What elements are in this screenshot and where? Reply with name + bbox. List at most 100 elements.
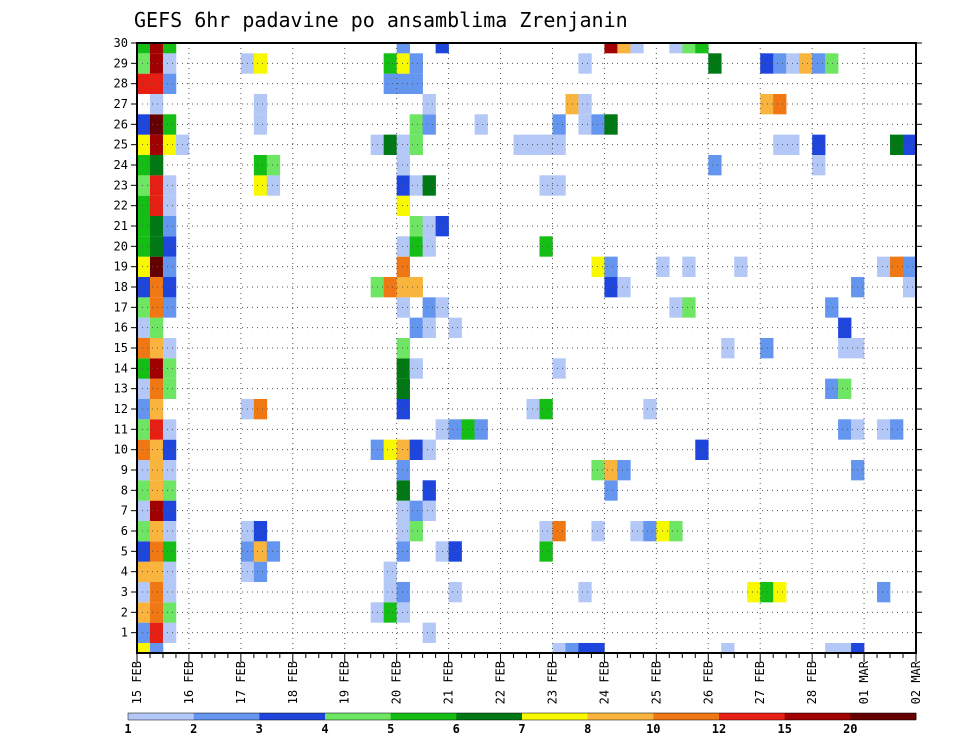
colorbar: 1 2 3 4 5 6 7 8 10 12 15 20 xyxy=(124,712,917,736)
heatmap-cell xyxy=(396,358,410,379)
heatmap-cell xyxy=(422,622,436,643)
heatmap-cell xyxy=(137,439,151,460)
x-tick-label: 23 FEB xyxy=(546,661,560,704)
x-tick-label: 19 FEB xyxy=(338,661,352,704)
heatmap-cell xyxy=(383,53,397,74)
heatmap-cell xyxy=(591,459,605,481)
y-tick-label: 17 xyxy=(114,300,128,314)
heatmap-cell xyxy=(838,317,852,338)
heatmap-cell xyxy=(877,419,891,440)
colorbar-label: 1 xyxy=(124,722,131,736)
heatmap-cell xyxy=(137,398,151,420)
heatmap-cell xyxy=(838,337,852,359)
y-tick-label: 3 xyxy=(121,585,128,599)
heatmap-cell xyxy=(578,114,592,135)
heatmap-cell xyxy=(149,541,164,562)
y-tick-label: 16 xyxy=(114,321,128,335)
heatmap-cell xyxy=(539,398,553,420)
heatmap-cell xyxy=(877,581,891,603)
heatmap-cell xyxy=(552,358,566,379)
heatmap-cell xyxy=(552,175,566,196)
heatmap-cell xyxy=(383,602,397,623)
heatmap-cell xyxy=(552,114,566,135)
heatmap-cell xyxy=(396,256,410,277)
heatmap-cell xyxy=(137,378,151,399)
heatmap-cell xyxy=(149,134,164,155)
heatmap-cell xyxy=(539,520,553,542)
heatmap-cell xyxy=(396,581,410,603)
heatmap-cell xyxy=(409,53,423,74)
heatmap-cell xyxy=(422,317,436,338)
heatmap-cell xyxy=(617,276,631,298)
heatmap-cell xyxy=(137,256,151,277)
heatmap-cell xyxy=(448,419,462,440)
heatmap-cell xyxy=(734,256,748,277)
y-tick-label: 2 xyxy=(121,605,128,619)
heatmap-cell xyxy=(682,297,696,318)
heatmap-cell xyxy=(396,459,410,481)
heatmap-cell xyxy=(591,642,605,654)
heatmap-cell xyxy=(474,419,488,440)
heatmap-cell xyxy=(812,134,826,155)
heatmap-cell xyxy=(695,439,709,460)
heatmap-cell xyxy=(682,43,696,54)
heatmap-cell xyxy=(137,215,151,237)
heatmap-cell xyxy=(149,317,164,338)
colorbar-label: 10 xyxy=(646,722,660,736)
y-tick-label: 12 xyxy=(114,402,128,416)
heatmap-cell xyxy=(539,175,553,196)
colorbar-swatch xyxy=(587,713,654,720)
heatmap-cell xyxy=(162,215,177,237)
heatmap-cell xyxy=(409,500,423,521)
heatmap-cell xyxy=(137,154,151,176)
heatmap-cell xyxy=(409,317,423,338)
y-tick-label: 21 xyxy=(114,219,128,233)
heatmap-cell xyxy=(422,215,436,237)
heatmap-cell xyxy=(682,256,696,277)
heatmap-cell xyxy=(149,114,164,135)
heatmap-cell xyxy=(838,642,852,654)
heatmap-cell xyxy=(253,53,268,74)
heatmap-cell xyxy=(474,114,488,135)
y-tick-label: 22 xyxy=(114,199,128,213)
heatmap-cell xyxy=(149,215,164,237)
heatmap-cell xyxy=(162,480,177,501)
heatmap-cell xyxy=(396,134,410,155)
heatmap-cell xyxy=(162,520,177,542)
heatmap-cell xyxy=(162,337,177,359)
colorbar-label: 15 xyxy=(777,722,791,736)
heatmap-cell xyxy=(266,154,281,176)
heatmap-cell xyxy=(137,500,151,521)
heatmap-cell xyxy=(162,53,177,74)
heatmap-cell xyxy=(162,622,177,643)
heatmap-cell xyxy=(396,520,410,542)
heatmap-cell xyxy=(578,53,592,74)
heatmap-cell xyxy=(149,236,164,257)
heatmap-cell xyxy=(137,581,151,603)
heatmap-cell xyxy=(137,276,151,298)
colorbar-label: 6 xyxy=(453,722,460,736)
heatmap-cell xyxy=(149,195,164,216)
heatmap-cell xyxy=(760,93,774,115)
heatmap-cell xyxy=(552,520,566,542)
heatmap-cell xyxy=(253,561,268,582)
y-tick-label: 23 xyxy=(114,178,128,192)
heatmap-cell xyxy=(137,317,151,338)
heatmap-cell xyxy=(396,480,410,501)
heatmap-cell xyxy=(162,439,177,460)
heatmap-cell xyxy=(760,337,774,359)
heatmap-cell xyxy=(149,276,164,298)
heatmap-cell xyxy=(253,93,268,115)
heatmap-cell xyxy=(383,134,397,155)
heatmap-cell xyxy=(903,256,917,277)
colorbar-swatch xyxy=(325,713,392,720)
heatmap-cell xyxy=(137,602,151,623)
heatmap-cell xyxy=(137,43,151,54)
heatmap-cell xyxy=(162,276,177,298)
heatmap-cell xyxy=(396,154,410,176)
heatmap-cell xyxy=(162,195,177,216)
heatmap-cell xyxy=(253,154,268,176)
heatmap-cell xyxy=(396,297,410,318)
heatmap-cell xyxy=(448,581,462,603)
heatmap-cell xyxy=(149,378,164,399)
